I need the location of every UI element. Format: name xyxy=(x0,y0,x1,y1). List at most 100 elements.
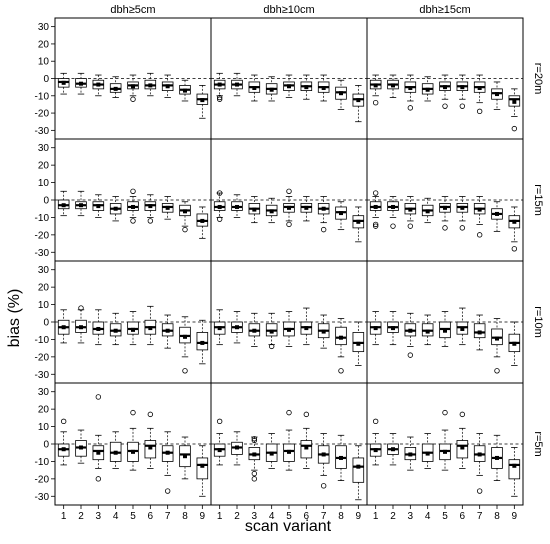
x-tick-label: 3 xyxy=(252,511,258,522)
mean-marker xyxy=(252,328,257,333)
panel xyxy=(210,17,368,140)
mean-marker xyxy=(460,85,465,90)
panel: 30 20 10 0 -10 -20 -30 xyxy=(35,260,212,384)
x-tick-label: 8 xyxy=(182,511,188,522)
mean-marker xyxy=(113,206,118,211)
outlier-point xyxy=(372,190,379,196)
y-tick-label: 30 xyxy=(38,265,50,276)
mean-marker xyxy=(165,450,170,455)
x-tick-label: 1 xyxy=(217,511,223,522)
mean-marker xyxy=(217,326,222,331)
mean-marker xyxy=(373,448,378,453)
mean-marker xyxy=(200,463,205,468)
mean-marker xyxy=(512,463,517,468)
outlier-point xyxy=(216,216,223,222)
mean-marker xyxy=(460,326,465,331)
mean-marker xyxy=(131,84,135,89)
outlier-point xyxy=(511,125,518,132)
mean-marker xyxy=(443,85,447,90)
mean-marker xyxy=(269,329,274,334)
y-tick-label: 0 xyxy=(43,74,49,85)
outlier-point xyxy=(320,483,327,489)
y-axis-title: bias (%) xyxy=(6,289,23,348)
mean-marker xyxy=(131,204,135,209)
mean-marker xyxy=(356,98,361,103)
outlier-point xyxy=(216,418,223,425)
outlier-point xyxy=(78,305,84,311)
outlier-point xyxy=(390,223,396,229)
outlier-point xyxy=(268,343,275,350)
mean-marker xyxy=(252,452,257,457)
column-strip-label: dbh≥5cm xyxy=(110,4,155,16)
mean-marker xyxy=(373,83,378,88)
x-tick-label: 2 xyxy=(78,511,84,522)
mean-marker xyxy=(165,84,170,89)
outlier-point xyxy=(251,436,258,442)
mean-marker xyxy=(113,450,118,455)
mean-marker xyxy=(408,86,413,91)
y-tick-label: 0 xyxy=(43,440,49,451)
x-tick-label: 6 xyxy=(460,511,466,522)
mean-marker xyxy=(217,82,222,87)
outlier-point xyxy=(130,218,136,224)
outlier-point xyxy=(130,409,136,416)
mean-marker xyxy=(165,205,170,210)
mean-marker xyxy=(96,326,101,331)
mean-marker xyxy=(460,205,465,210)
y-tick-label: 20 xyxy=(38,161,50,172)
x-tick-label: 2 xyxy=(234,511,240,522)
y-tick-label: 10 xyxy=(38,178,50,189)
y-tick-label: -20 xyxy=(35,352,50,363)
y-tick-label: 10 xyxy=(38,422,50,433)
outlier-point xyxy=(216,96,223,102)
y-tick-label: -30 xyxy=(35,370,50,381)
x-tick-label: 7 xyxy=(165,511,171,522)
outlier-point xyxy=(320,226,327,233)
mean-marker xyxy=(235,82,239,87)
mean-marker xyxy=(425,451,430,456)
mean-marker xyxy=(443,205,447,210)
mean-marker xyxy=(217,448,222,453)
outlier-point xyxy=(407,223,414,229)
x-tick-label: 9 xyxy=(200,511,206,522)
outlier-point xyxy=(407,105,414,111)
mean-marker xyxy=(373,204,378,209)
outlier-point xyxy=(459,411,466,418)
outlier-point xyxy=(476,488,483,494)
mean-marker xyxy=(373,326,378,331)
outlier-point xyxy=(182,368,188,374)
mean-marker xyxy=(183,454,187,459)
mean-marker xyxy=(391,326,395,331)
outlier-point xyxy=(286,221,292,228)
mean-marker xyxy=(443,449,447,454)
mean-marker xyxy=(252,86,257,91)
y-tick-label: 30 xyxy=(38,387,50,398)
outlier-point xyxy=(511,246,518,252)
mean-marker xyxy=(287,205,291,210)
mean-marker xyxy=(391,83,395,88)
mean-marker xyxy=(96,82,101,87)
y-tick-label: 10 xyxy=(38,300,50,311)
mean-marker xyxy=(477,452,482,457)
mean-marker xyxy=(148,204,153,209)
y-tick-label: 30 xyxy=(38,22,50,33)
mean-marker xyxy=(477,207,482,212)
outlier-point xyxy=(147,411,154,418)
x-tick-label: 4 xyxy=(425,511,431,522)
mean-marker xyxy=(269,451,274,456)
y-tick-label: 0 xyxy=(43,318,49,329)
mean-marker xyxy=(356,464,361,469)
mean-marker xyxy=(235,445,239,450)
mean-marker xyxy=(425,329,430,334)
mean-marker xyxy=(425,209,430,214)
mean-marker xyxy=(287,449,291,454)
panel xyxy=(366,260,524,384)
y-tick-label: -20 xyxy=(35,230,50,241)
mean-marker xyxy=(269,209,274,214)
x-tick-label: 1 xyxy=(61,511,67,522)
outlier-point xyxy=(130,96,136,102)
x-tick-label: 2 xyxy=(390,511,396,522)
mean-marker xyxy=(512,219,517,224)
